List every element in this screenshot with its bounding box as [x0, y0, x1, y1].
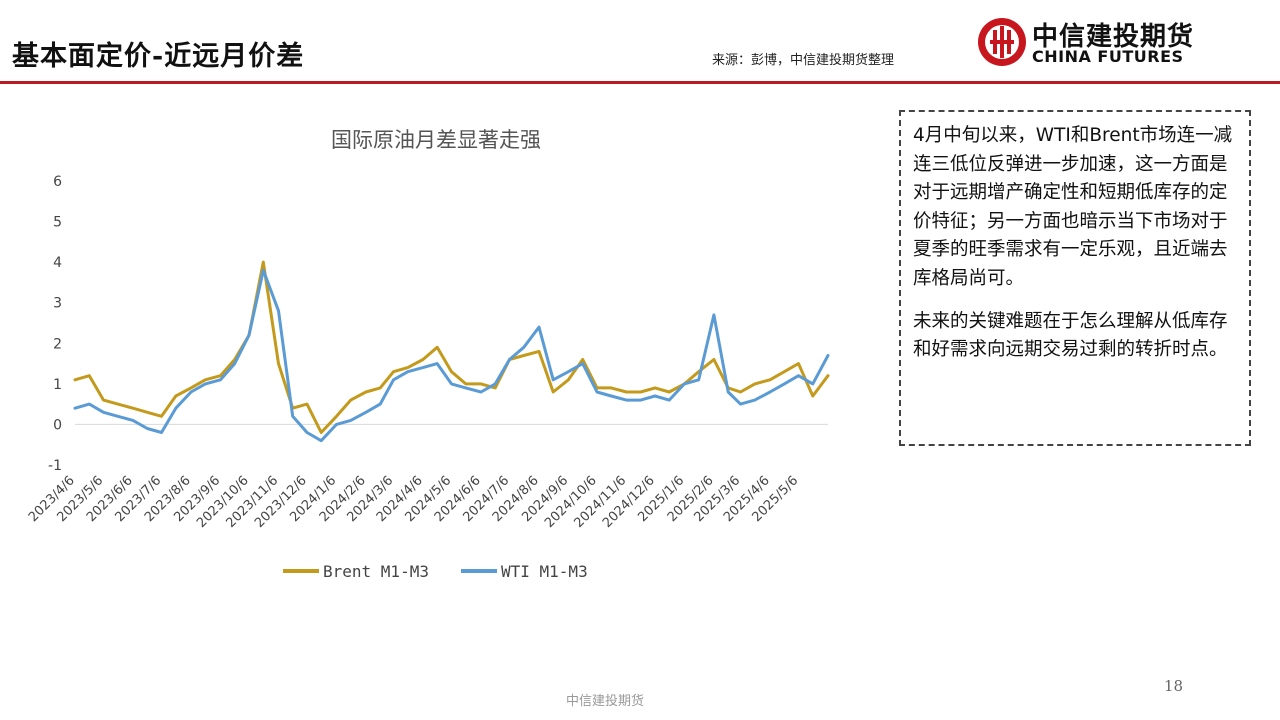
- legend-label-wti: WTI M1-M3: [501, 562, 588, 581]
- logo-text-cn: 中信建投期货: [1032, 22, 1195, 52]
- y-axis: -1 0 1 2 3 4 5 6: [48, 174, 62, 474]
- page-number: 18: [1164, 677, 1184, 695]
- y-tick-label: 2: [53, 336, 62, 352]
- chart-legend: Brent M1-M3 WTI M1-M3: [283, 562, 588, 581]
- commentary-box: 4月中旬以来，WTI和Brent市场连一减连三低位反弹进一步加速，这一方面是对于…: [899, 110, 1251, 446]
- page-title: 基本面定价-近远月价差: [12, 41, 305, 72]
- y-tick-label: 4: [53, 255, 62, 271]
- source-note: 来源：彭博，中信建投期货整理: [712, 53, 895, 68]
- legend-label-brent: Brent M1-M3: [323, 562, 429, 581]
- y-tick-label: 1: [53, 377, 62, 393]
- commentary-paragraph-2: 未来的关键难题在于怎么理解从低库存和好需求向远期交易过剩的转折时点。: [913, 310, 1228, 361]
- footer-text: 中信建投期货: [566, 694, 645, 709]
- series-line-brent: [73, 260, 830, 434]
- series-line-wti: [73, 268, 830, 443]
- citic-emblem-icon: [978, 18, 1026, 66]
- company-logo: 中信建投期货 CHINA FUTURES: [976, 14, 1196, 70]
- y-tick-label: -1: [48, 458, 62, 474]
- logo-text-en: CHINA FUTURES: [1032, 47, 1184, 66]
- spread-line-chart: 国际原油月差显著走强 -1 0 1 2 3 4 5 6 2023/4/62023/5/6202…: [26, 128, 830, 581]
- y-tick-label: 5: [53, 215, 62, 231]
- commentary-paragraph-1: 4月中旬以来，WTI和Brent市场连一减连三低位反弹进一步加速，这一方面是对于…: [913, 125, 1233, 289]
- header-divider: [0, 81, 1280, 84]
- y-tick-label: 0: [53, 417, 62, 433]
- y-tick-label: 6: [53, 174, 62, 190]
- x-axis: 2023/4/62023/5/62023/6/62023/7/62023/8/6…: [26, 473, 801, 531]
- series-group: [73, 260, 830, 443]
- y-tick-label: 3: [53, 296, 62, 312]
- chart-title: 国际原油月差显著走强: [331, 128, 541, 152]
